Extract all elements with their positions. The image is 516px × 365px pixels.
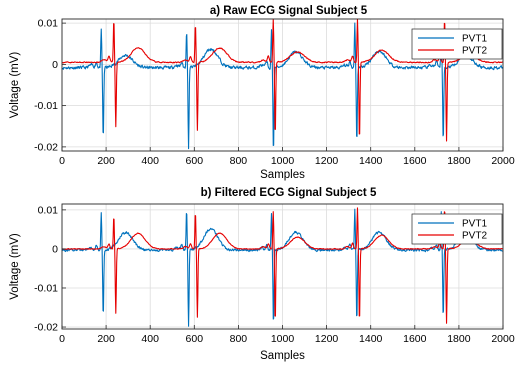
y-tick-label: 0 [52, 243, 58, 255]
x-tick-label: 400 [141, 333, 159, 345]
y-tick-label: -0.02 [34, 141, 58, 153]
legend-box [411, 28, 503, 60]
x-tick-label: 200 [97, 333, 115, 345]
x-tick-label: 1000 [271, 333, 295, 345]
x-tick-label: 2000 [491, 155, 515, 167]
series-line-pvt2 [61, 18, 504, 142]
y-tick-label: 0.01 [38, 18, 59, 30]
y-axis-label: Voltage (mV) [9, 233, 21, 300]
legend-label-pvt1: PVT1 [462, 219, 487, 230]
x-tick-label: 1600 [403, 155, 427, 167]
x-tick-label: 800 [230, 155, 248, 167]
x-tick-label: 400 [141, 155, 159, 167]
x-tick-label: 1200 [315, 155, 339, 167]
x-tick-label: 200 [97, 155, 115, 167]
x-tick-label: 800 [230, 333, 248, 345]
y-tick-label: -0.01 [34, 282, 58, 294]
x-tick-label: 1400 [359, 155, 383, 167]
x-tick-label: 0 [59, 155, 65, 167]
x-tick-label: 600 [186, 155, 204, 167]
x-axis-label: Samples [260, 350, 305, 362]
y-tick-label: 0 [52, 59, 58, 71]
x-tick-label: 2000 [491, 333, 515, 345]
x-tick-label: 1800 [447, 155, 471, 167]
legend-label-pvt1: PVT1 [462, 34, 487, 45]
legend-label-pvt2: PVT2 [462, 231, 487, 242]
legend-box [411, 213, 503, 245]
y-tick-label: 0.01 [38, 204, 59, 216]
y-tick-label: -0.01 [34, 100, 58, 112]
legend-label-pvt2: PVT2 [462, 46, 487, 57]
chart-panel-filtered: 0 200 400 600 800 1000 1200 1400 1600 1800 2000 -0.… [9, 187, 515, 362]
series-line-pvt2 [61, 207, 504, 324]
x-axis-label: Samples [260, 169, 305, 181]
chart-title: b) Filtered ECG Signal Subject 5 [201, 187, 377, 199]
x-tick-label: 1200 [315, 333, 339, 345]
x-tick-label: 1600 [403, 333, 427, 345]
x-tick-label: 0 [59, 333, 65, 345]
x-tick-label: 1000 [271, 155, 295, 167]
series-line-pvt1 [61, 22, 504, 150]
x-tick-label: 600 [186, 333, 204, 345]
y-axis-label: Voltage (mV) [9, 52, 21, 119]
chart-title: a) Raw ECG Signal Subject 5 [210, 5, 368, 17]
chart-panel-raw: 0 200 400 600 800 1000 1200 1400 1600 1800 2000 -0.… [9, 5, 515, 181]
y-tick-label: -0.02 [34, 322, 58, 334]
x-tick-label: 1400 [359, 333, 383, 345]
x-tick-label: 1800 [447, 333, 471, 345]
